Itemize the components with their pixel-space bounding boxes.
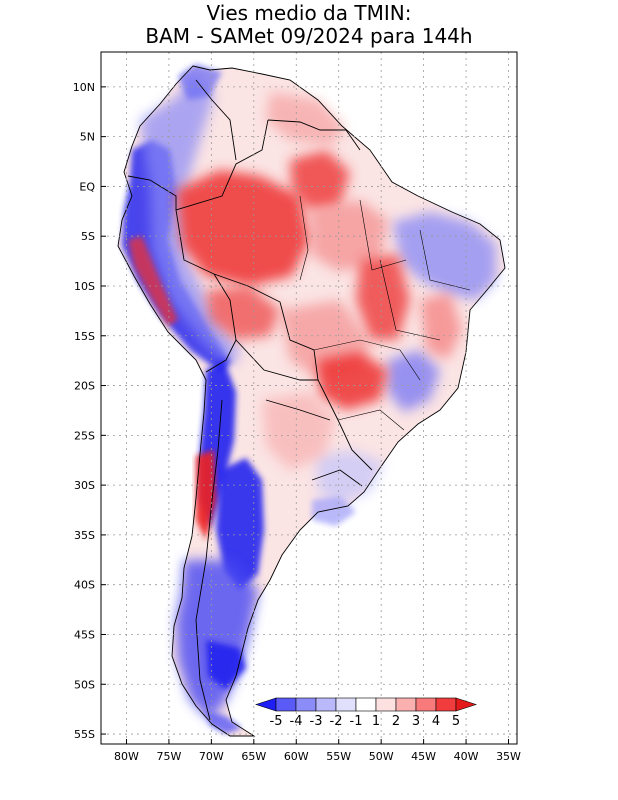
east-coast-red xyxy=(420,292,462,360)
colorbar-segment xyxy=(435,697,457,712)
colorbar: -5 -4 -3 -2 -1 1 2 3 4 5 xyxy=(255,697,477,729)
andes-north-blue xyxy=(122,140,232,372)
map-panel: -5 -4 -3 -2 -1 1 2 3 4 5 xyxy=(101,52,517,744)
colorbar-segment xyxy=(295,697,317,712)
grid-lines xyxy=(101,52,517,744)
brazil-states-2 xyxy=(313,339,421,431)
colorbar-label: -1 xyxy=(350,714,363,729)
colorbar-segment xyxy=(275,697,297,712)
lon-tick-label: 65W xyxy=(241,750,266,763)
lat-tick-label: 10S xyxy=(74,280,95,293)
blue-bias-areas xyxy=(122,64,496,734)
lon-tick-label: 40W xyxy=(454,750,479,763)
sao-paulo-red xyxy=(318,352,388,410)
colorbar-label: -4 xyxy=(290,714,303,729)
uruguay-blue xyxy=(312,496,356,526)
brazil-border-west xyxy=(175,119,373,471)
lat-tick-label: 25S xyxy=(74,429,95,442)
paraguay-border xyxy=(265,399,331,421)
colorbar-segment xyxy=(375,697,397,712)
brazil-border-north xyxy=(267,119,361,151)
colorbar-segment xyxy=(455,697,477,712)
lon-tick-label: 45W xyxy=(411,750,436,763)
lon-tick-label: 60W xyxy=(284,750,309,763)
lat-tick-label: 55S xyxy=(74,728,95,741)
lon-axis: 80W 75W 70W 65W 60W 55W 50W 45W 40W 35W xyxy=(114,739,521,763)
colorbar-segment xyxy=(355,697,377,712)
colorbar-label: 2 xyxy=(392,714,400,729)
lon-tick-label: 50W xyxy=(369,750,394,763)
colorbar-label: 1 xyxy=(372,714,380,729)
colorbar-label: 4 xyxy=(432,714,440,729)
guiana-red xyxy=(266,92,346,146)
colorbar-label: 5 xyxy=(452,714,460,729)
patagonia-coast-blue xyxy=(206,640,246,690)
country-borders xyxy=(117,65,506,737)
lon-tick-label: 80W xyxy=(114,750,139,763)
lat-tick-label: 20S xyxy=(74,380,95,393)
colorbar-segment xyxy=(415,697,437,712)
title-line-2: BAM - SAMet 09/2024 para 144h xyxy=(145,24,472,48)
argentina-andes-blue xyxy=(216,458,264,590)
caribbean-coast-blue xyxy=(178,64,222,100)
lat-tick-label: 5N xyxy=(80,131,95,144)
bolivia-paraguay-argentina xyxy=(235,339,318,381)
amazon-north-red xyxy=(290,150,350,210)
colorbar-label: -2 xyxy=(330,714,343,729)
lat-tick-label: 40S xyxy=(74,579,95,592)
red-bias-areas xyxy=(128,92,462,540)
colorbar-segment xyxy=(315,697,337,712)
colombia-ecuador-peru xyxy=(127,175,177,210)
peru-coast-red xyxy=(128,236,178,326)
colorbar-segment xyxy=(395,697,417,712)
chaco-red xyxy=(262,392,336,470)
title-line-1: Vies medio da TMIN: xyxy=(207,1,412,25)
lat-tick-label: 50S xyxy=(74,678,95,691)
tierra-del-fuego-blue xyxy=(204,710,242,734)
lon-tick-label: 55W xyxy=(326,750,351,763)
amazon-west-red xyxy=(176,170,310,286)
lon-tick-label: 35W xyxy=(496,750,521,763)
lat-axis: 10N 5N EQ 5S 10S 15S 20S 25S 30S 35S 40S 45S 50S 55S xyxy=(73,81,106,741)
lat-tick-label: EQ xyxy=(79,180,95,193)
lat-tick-label: 5S xyxy=(81,230,95,243)
colorbar-label: -5 xyxy=(270,714,283,729)
uruguay-border xyxy=(311,469,363,487)
northeast-brazil-blue xyxy=(392,212,496,300)
lat-tick-label: 45S xyxy=(74,628,95,641)
colorbar-segment xyxy=(335,697,357,712)
lat-tick-label: 15S xyxy=(74,330,95,343)
southeast-brazil-blue xyxy=(388,350,440,412)
lat-tick-label: 30S xyxy=(74,479,95,492)
brazil-states-1 xyxy=(299,195,471,341)
lon-tick-label: 70W xyxy=(199,750,224,763)
colombia-venezuela xyxy=(195,79,237,161)
andes-north-blue-light xyxy=(140,70,240,366)
argentina-chile xyxy=(195,399,223,721)
lon-tick-label: 75W xyxy=(156,750,181,763)
lat-tick-label: 35S xyxy=(74,529,95,542)
cerrado-red xyxy=(356,254,410,340)
bolivia-peru-red xyxy=(206,286,280,340)
colorbar-label: -3 xyxy=(310,714,323,729)
colorbar-label: 3 xyxy=(412,714,420,729)
patagonia-blue xyxy=(176,560,258,720)
map-frame xyxy=(100,51,518,745)
continent-outline xyxy=(117,65,506,737)
lat-tick-label: 10N xyxy=(73,81,95,94)
